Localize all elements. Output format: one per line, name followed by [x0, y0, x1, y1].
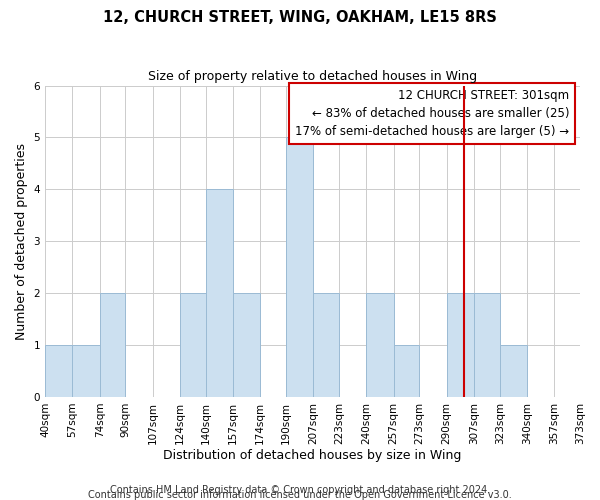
Bar [73, 345, 100, 397]
X-axis label: Distribution of detached houses by size in Wing: Distribution of detached houses by size … [163, 450, 462, 462]
Y-axis label: Number of detached properties: Number of detached properties [15, 143, 28, 340]
Bar [474, 293, 500, 397]
Text: 12 CHURCH STREET: 301sqm
← 83% of detached houses are smaller (25)
17% of semi-d: 12 CHURCH STREET: 301sqm ← 83% of detach… [295, 88, 569, 138]
Bar [446, 293, 474, 397]
Bar [394, 345, 419, 397]
Bar [45, 345, 73, 397]
Bar [233, 293, 260, 397]
Bar [100, 293, 125, 397]
Text: Contains HM Land Registry data © Crown copyright and database right 2024.: Contains HM Land Registry data © Crown c… [110, 485, 490, 495]
Text: 12, CHURCH STREET, WING, OAKHAM, LE15 8RS: 12, CHURCH STREET, WING, OAKHAM, LE15 8R… [103, 10, 497, 25]
Bar [206, 190, 233, 397]
Bar [367, 293, 394, 397]
Bar [500, 345, 527, 397]
Bar [286, 138, 313, 397]
Bar [180, 293, 206, 397]
Bar [313, 293, 339, 397]
Title: Size of property relative to detached houses in Wing: Size of property relative to detached ho… [148, 70, 477, 83]
Text: Contains public sector information licensed under the Open Government Licence v3: Contains public sector information licen… [88, 490, 512, 500]
